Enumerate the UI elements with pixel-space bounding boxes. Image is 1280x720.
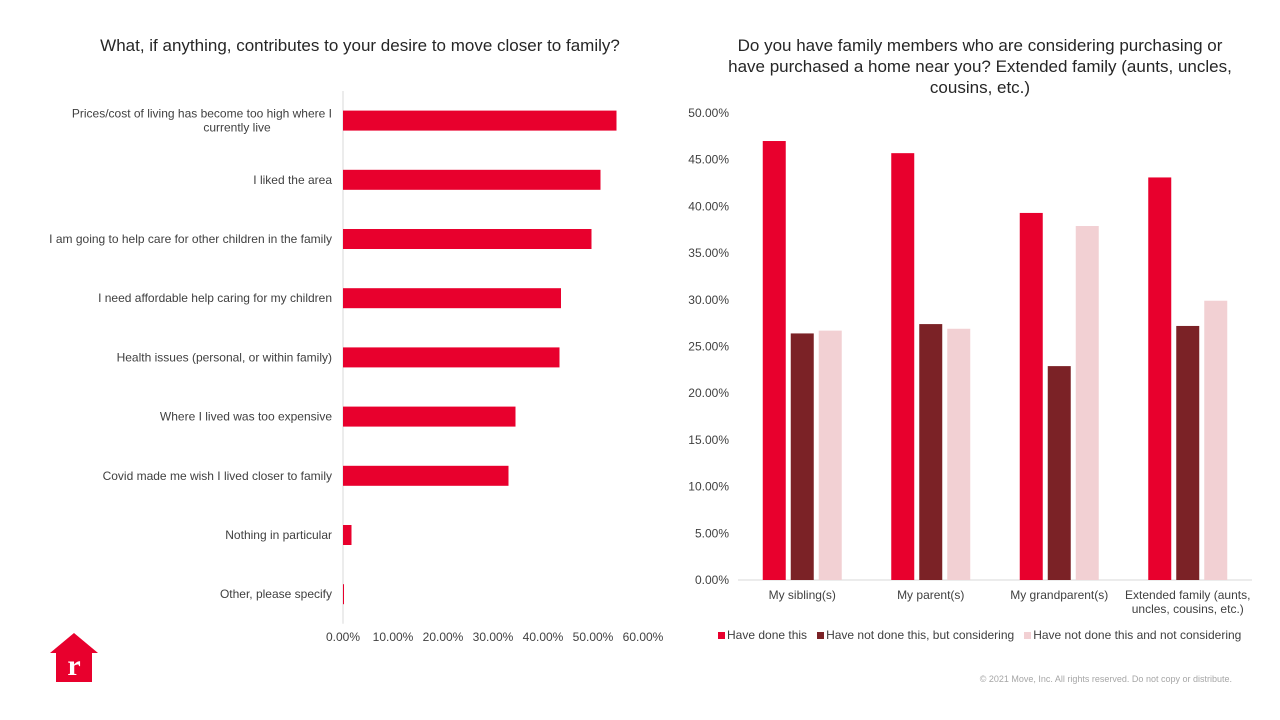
left-bar xyxy=(343,465,509,486)
right-bar xyxy=(790,333,814,580)
left-category-label: I liked the area xyxy=(253,173,332,187)
left-bar xyxy=(343,525,352,545)
legend-item-not-considering: Have not done this and not considering xyxy=(1024,628,1241,642)
right-bar xyxy=(1148,177,1172,581)
left-category-label: Health issues (personal, or within famil… xyxy=(117,350,332,364)
left-category-label-line: I liked the area xyxy=(253,173,332,187)
right-bar xyxy=(1176,325,1200,580)
left-category-label-line: Where I lived was too expensive xyxy=(160,410,332,424)
legend-swatch-considering xyxy=(817,631,825,639)
right-category-label-line: Extended family (aunts, xyxy=(1125,588,1250,602)
left-bar xyxy=(343,229,592,249)
left-category-label-line: I need affordable help caring for my chi… xyxy=(98,291,332,305)
left-x-tick-label: 20.00% xyxy=(423,630,464,644)
right-bar xyxy=(818,330,842,580)
right-bar xyxy=(891,153,915,581)
realtor-house-logo-icon: r xyxy=(50,633,98,682)
left-x-tick-label: 10.00% xyxy=(373,630,414,644)
right-category-label: Extended family (aunts, uncles, cousins, … xyxy=(1125,588,1250,616)
left-x-tick-label: 40.00% xyxy=(523,630,564,644)
legend-item-considering: Have not done this, but considering xyxy=(817,628,1014,642)
right-y-tick-label: 10.00% xyxy=(688,480,729,494)
right-category-label-line: uncles, cousins, etc.) xyxy=(1132,602,1244,616)
right-y-tick-label: 45.00% xyxy=(688,153,729,167)
right-bar xyxy=(1019,212,1043,581)
right-y-tick-label: 15.00% xyxy=(688,433,729,447)
legend-item-have-done: Have done this xyxy=(718,628,807,642)
left-bar xyxy=(343,347,560,368)
left-category-label: Where I lived was too expensive xyxy=(160,410,332,424)
left-bar xyxy=(343,406,516,427)
right-y-tick-label: 5.00% xyxy=(695,526,729,540)
right-category-label-line: My parent(s) xyxy=(897,588,964,602)
left-category-label-line: Other, please specify xyxy=(220,587,332,601)
logo-letter: r xyxy=(67,649,80,682)
left-bar xyxy=(343,584,344,605)
left-bar-chart: Prices/cost of living has become too hig… xyxy=(49,91,664,644)
legend-label-have-done: Have done this xyxy=(727,628,808,642)
left-category-label-line: I am going to help care for other childr… xyxy=(49,232,332,246)
right-bar xyxy=(919,324,943,580)
right-bar xyxy=(947,328,971,580)
legend-label-not-considering: Have not done this and not considering xyxy=(1033,628,1242,642)
right-bar-chart: 0.00% 5.00% 10.00% 15.00% 20.00% 25.00% 30.00%… xyxy=(688,106,1252,616)
right-y-tick-label: 25.00% xyxy=(688,340,729,354)
left-category-label: Nothing in particular xyxy=(225,528,332,542)
left-category-label-line: currently live xyxy=(203,121,271,135)
copyright-notice: © 2021 Move, Inc. All rights reserved. D… xyxy=(979,674,1232,684)
left-category-label: Covid made me wish I lived closer to fam… xyxy=(103,469,332,483)
left-category-label: I am going to help care for other childr… xyxy=(49,232,332,246)
left-bar xyxy=(343,169,601,190)
right-category-label-line: My sibling(s) xyxy=(769,588,836,602)
right-y-tick-label: 20.00% xyxy=(688,386,729,400)
left-bar xyxy=(343,288,561,309)
left-x-tick-label: 30.00% xyxy=(473,630,514,644)
legend-swatch-not-considering xyxy=(1024,631,1032,639)
left-x-tick-label: 50.00% xyxy=(573,630,614,644)
left-category-label-line: Nothing in particular xyxy=(225,528,332,542)
right-category-label: My sibling(s) xyxy=(769,588,836,602)
right-bar xyxy=(1047,366,1071,580)
left-category-label: Prices/cost of living has become too hig… xyxy=(72,107,332,135)
left-category-label-line: Covid made me wish I lived closer to fam… xyxy=(103,469,332,483)
left-bar xyxy=(343,110,617,131)
right-chart-title: Do you have family members who are consi… xyxy=(728,36,1232,97)
left-x-tick-label: 60.00% xyxy=(623,630,664,644)
left-category-label: Other, please specify xyxy=(220,587,332,601)
right-bar xyxy=(1204,300,1228,580)
right-y-tick-label: 40.00% xyxy=(688,199,729,213)
left-category-label-line: Health issues (personal, or within famil… xyxy=(117,350,332,364)
right-chart-legend: Have done this Have not done this, but c… xyxy=(718,628,1241,642)
right-category-label-line: My grandparent(s) xyxy=(1010,588,1108,602)
left-category-label: I need affordable help caring for my chi… xyxy=(98,291,332,305)
right-y-tick-label: 30.00% xyxy=(688,293,729,307)
legend-label-considering: Have not done this, but considering xyxy=(826,628,1015,642)
right-y-tick-label: 0.00% xyxy=(695,573,729,587)
left-chart-title: What, if anything, contributes to your d… xyxy=(100,36,620,55)
right-y-tick-label: 35.00% xyxy=(688,246,729,260)
right-bar xyxy=(762,141,786,580)
legend-swatch-have-done xyxy=(718,631,725,639)
right-bar xyxy=(1075,226,1099,580)
right-category-label: My grandparent(s) xyxy=(1010,588,1108,602)
left-x-tick-label: 0.00% xyxy=(326,630,360,644)
right-category-label: My parent(s) xyxy=(897,588,964,602)
right-y-tick-label: 50.00% xyxy=(688,106,729,120)
left-category-label-line: Prices/cost of living has become too hig… xyxy=(72,107,332,121)
